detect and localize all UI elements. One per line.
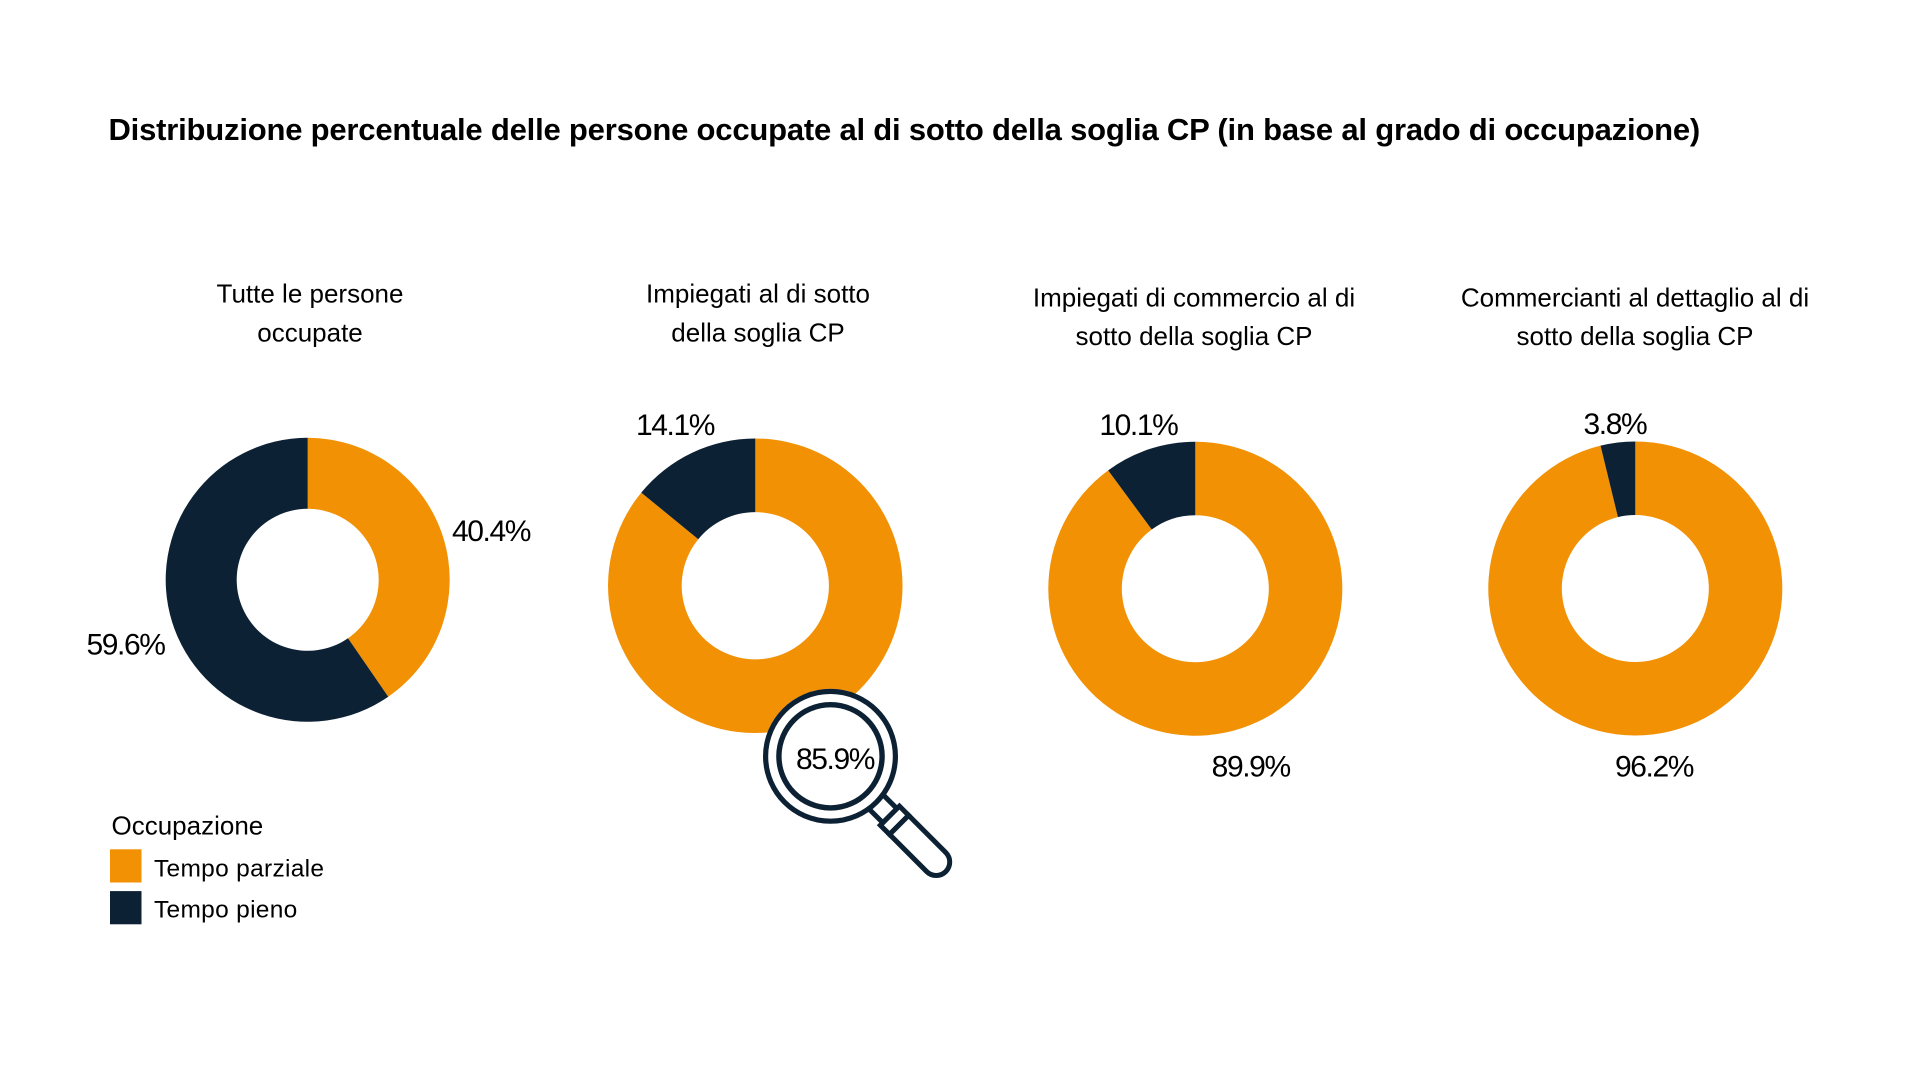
svg-text:sotto della soglia CP: sotto della soglia CP	[1516, 321, 1753, 351]
svg-text:59.6%: 59.6%	[86, 629, 165, 662]
svg-text:Impiegati al di sotto: Impiegati al di sotto	[646, 279, 870, 309]
svg-text:85.9%: 85.9%	[796, 743, 875, 776]
svg-text:96.2%: 96.2%	[1615, 751, 1694, 784]
svg-text:Distribuzione percentuale dell: Distribuzione percentuale delle persone …	[109, 112, 1701, 147]
svg-text:occupate: occupate	[257, 317, 363, 347]
svg-text:40.4%: 40.4%	[452, 515, 531, 548]
svg-text:Tempo parziale: Tempo parziale	[154, 856, 324, 883]
svg-text:14.1%: 14.1%	[636, 409, 715, 442]
svg-text:3.8%: 3.8%	[1584, 408, 1648, 441]
svg-text:Tutte le persone: Tutte le persone	[217, 279, 404, 309]
svg-text:89.9%: 89.9%	[1212, 751, 1291, 784]
svg-text:Commercianti al dettaglio al d: Commercianti al dettaglio al di	[1461, 282, 1809, 312]
svg-text:Tempo pieno: Tempo pieno	[154, 897, 298, 924]
svg-text:della soglia CP: della soglia CP	[671, 317, 844, 347]
svg-text:10.1%: 10.1%	[1099, 409, 1178, 442]
svg-text:Impiegati di commercio al di: Impiegati di commercio al di	[1033, 282, 1355, 312]
svg-text:Occupazione: Occupazione	[112, 810, 264, 840]
svg-text:sotto della soglia CP: sotto della soglia CP	[1075, 321, 1312, 351]
